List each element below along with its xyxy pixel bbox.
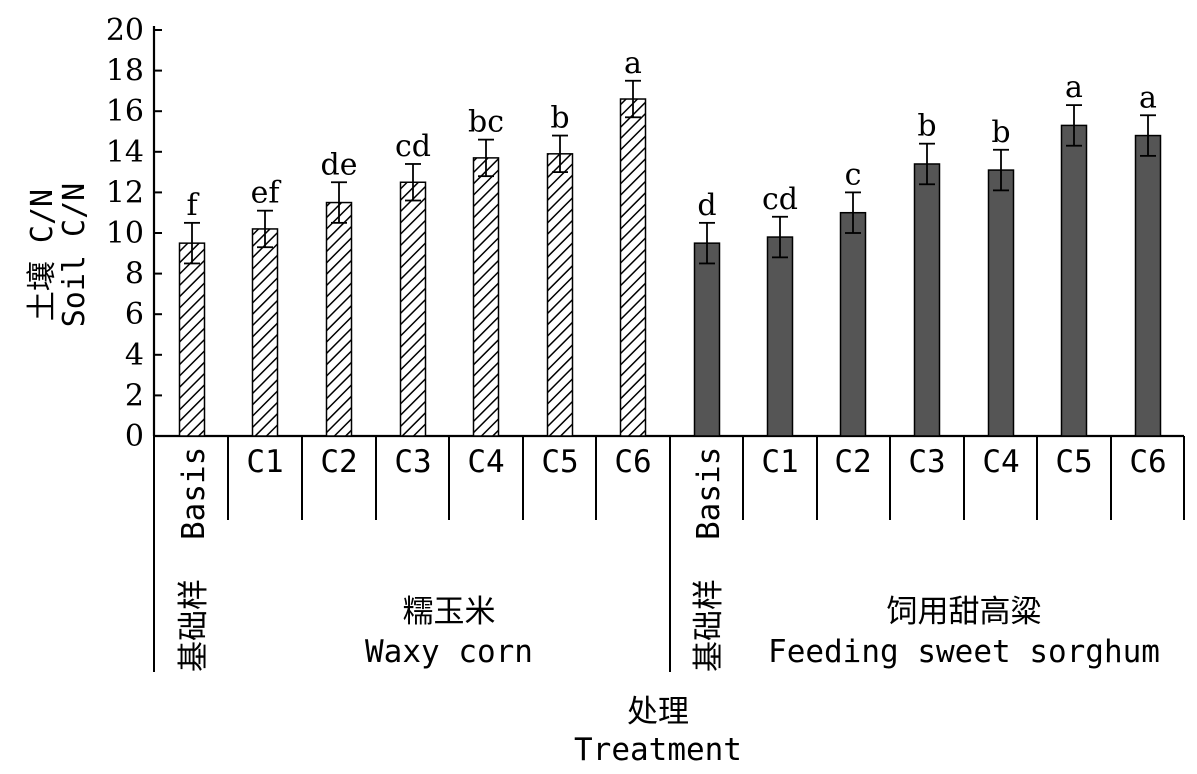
bar-sorghum-c6 [1134,134,1162,437]
x-category-label: C1 [246,444,283,480]
y-axis-label: 土壤 C/N Soil C/N [25,183,92,328]
x-category-label: C1 [761,444,798,480]
bar-waxy-corn-c6 [619,98,647,437]
y-axis-label-english: Soil C/N [57,183,92,328]
x-axis-label-english: Treatment [574,732,742,768]
x-axis-label: 处理 Treatment [574,694,742,768]
group-label-english: Feeding sweet sorghum [768,634,1160,670]
bar-sorghum-c2 [839,211,867,437]
y-tick-label: 6 [125,297,144,332]
x-category-label-basis: Basis [691,447,727,540]
significance-letter: cd [762,182,798,217]
significance-letter: b [991,115,1010,150]
bar-sorghum-c3 [913,163,941,437]
y-axis-label-chinese: 土壤 C/N [25,189,60,321]
x-category-label: C3 [394,444,431,480]
bar-waxy-corn-c2 [325,201,353,437]
group-labels: 糯玉米 Waxy corn 饲用甜高粱 Feeding sweet sorghum [365,594,1160,670]
bar-waxy-corn-c5 [546,153,574,437]
significance-letter: a [1065,70,1083,105]
group-label-chinese: 饲用甜高粱 [887,594,1042,630]
bar-waxy-corn-c1 [251,228,279,437]
y-tick-label: 0 [125,419,144,454]
bar-sorghum-c4 [987,169,1015,437]
significance-letter: cd [395,129,431,164]
bar-waxy-corn-basis [178,242,206,437]
significance-letter: b [550,101,569,136]
error-bars [184,79,1156,265]
y-tick-label: 14 [106,135,144,170]
significance-letter: c [845,157,862,192]
y-axis-ticks: 0 2 4 6 8 10 12 14 16 18 20 [106,13,162,454]
significance-letter: d [697,188,716,223]
x-category-label-basis-chinese: 基础样 [176,579,212,672]
x-category-label: C5 [541,444,578,480]
significance-letter: a [624,46,642,81]
x-category-label-basis: Basis [176,447,212,540]
y-tick-label: 18 [106,54,144,89]
x-category-label: C4 [982,444,1019,480]
y-tick-label: 8 [125,257,144,292]
bar-sorghum-c5 [1060,124,1088,437]
group-label-english: Waxy corn [365,634,533,670]
significance-letters: f ef de cd bc b a d cd c b b a a [186,46,1157,223]
significance-letter: bc [468,105,504,140]
significance-letter: f [186,188,199,223]
x-axis-label-chinese: 处理 [627,694,689,730]
x-category-label: C3 [908,444,945,480]
bar-waxy-corn-c4 [472,157,500,437]
y-tick-label: 2 [125,378,144,413]
axes [152,26,1185,672]
x-axis-categories: Basis 基础样 C1 C2 C3 C4 C5 C6 Basis 基础样 C1 C2 C3 C4 C5 C6 [176,444,1167,672]
y-tick-label: 16 [106,94,144,129]
y-tick-label: 10 [106,216,144,251]
x-category-label: C4 [467,444,504,480]
bar-sorghum-basis [693,242,721,437]
y-tick-label: 12 [106,175,144,210]
bar-sorghum-c1 [766,236,794,437]
y-tick-label: 20 [106,13,144,48]
x-category-label: C6 [1129,444,1166,480]
bar-waxy-corn-c3 [399,181,427,437]
x-category-label: C2 [834,444,871,480]
significance-letter: a [1139,80,1157,115]
group-label-chinese: 糯玉米 [403,594,496,630]
x-category-label: C6 [614,444,651,480]
y-tick-label: 4 [125,338,144,373]
x-category-label: C2 [320,444,357,480]
significance-letter: de [321,147,358,182]
bars [178,98,1162,437]
x-category-label-basis-chinese: 基础样 [691,579,727,672]
x-category-label: C5 [1055,444,1092,480]
significance-letter: b [917,109,936,144]
significance-letter: ef [251,176,282,211]
